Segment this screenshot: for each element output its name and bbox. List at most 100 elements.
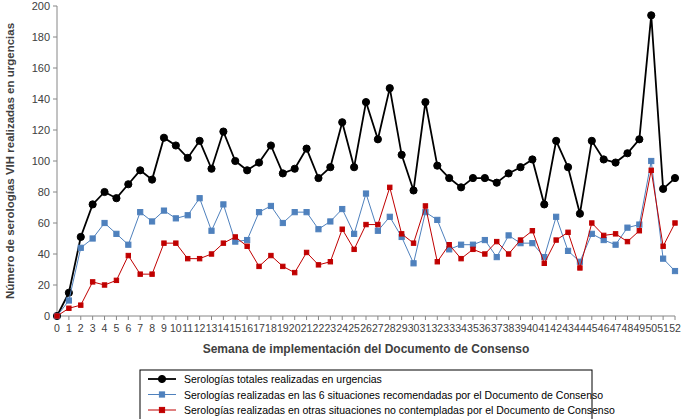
chart: 0204060801001201401601802000123456789101… xyxy=(0,0,686,419)
y-tick-label: 20 xyxy=(38,279,50,291)
point xyxy=(673,221,677,225)
point xyxy=(232,157,239,164)
y-tick xyxy=(53,130,57,131)
point xyxy=(447,243,451,247)
point xyxy=(471,247,475,251)
point xyxy=(470,242,475,247)
point xyxy=(315,174,322,181)
point xyxy=(352,247,356,251)
x-tick-label: 28 xyxy=(384,322,396,334)
x-tick-label: 38 xyxy=(503,322,515,334)
legend-label: Serologías totales realizadas en urgenci… xyxy=(184,373,382,385)
point xyxy=(339,119,346,126)
point xyxy=(459,256,463,260)
point xyxy=(292,210,297,215)
point xyxy=(328,219,333,224)
x-tick-label: 7 xyxy=(137,322,143,334)
y-tick-label: 40 xyxy=(38,248,50,260)
point xyxy=(648,12,655,19)
point xyxy=(564,164,571,171)
x-tick xyxy=(413,316,414,320)
x-tick-label: 45 xyxy=(586,322,598,334)
point xyxy=(469,174,476,181)
point xyxy=(493,179,500,186)
point xyxy=(554,238,558,242)
x-tick-label: 0 xyxy=(54,322,60,334)
point xyxy=(600,156,607,163)
point xyxy=(530,241,535,246)
point xyxy=(255,159,262,166)
x-tick xyxy=(425,316,426,320)
x-tick xyxy=(259,316,260,320)
point xyxy=(506,233,511,238)
x-tick-label: 3 xyxy=(90,322,96,334)
point xyxy=(209,228,214,233)
point xyxy=(410,187,417,194)
x-tick-label: 8 xyxy=(149,322,155,334)
point xyxy=(174,241,178,245)
x-tick-label: 36 xyxy=(479,322,491,334)
x-tick xyxy=(508,316,509,320)
point xyxy=(340,206,345,211)
x-tick xyxy=(437,316,438,320)
y-tick-label: 80 xyxy=(38,186,50,198)
point xyxy=(388,185,392,189)
x-tick-label: 30 xyxy=(408,322,420,334)
x-tick xyxy=(591,316,592,320)
point xyxy=(517,164,524,171)
point xyxy=(576,210,583,217)
x-tick xyxy=(187,316,188,320)
y-tick xyxy=(53,6,57,7)
x-tick xyxy=(318,316,319,320)
point xyxy=(411,261,416,266)
x-tick xyxy=(342,316,343,320)
point xyxy=(328,260,332,264)
point xyxy=(542,261,546,265)
point xyxy=(565,248,570,253)
series-line xyxy=(57,170,675,316)
x-tick xyxy=(223,316,224,320)
y-tick xyxy=(53,68,57,69)
legend-marker xyxy=(158,375,165,382)
point xyxy=(303,145,310,152)
point xyxy=(245,237,250,242)
point xyxy=(162,241,166,245)
point xyxy=(601,237,606,242)
x-tick xyxy=(282,316,283,320)
point xyxy=(588,137,595,144)
x-tick xyxy=(449,316,450,320)
x-tick xyxy=(484,316,485,320)
x-tick xyxy=(366,316,367,320)
point xyxy=(102,283,106,287)
point xyxy=(245,244,249,248)
x-tick-label: 20 xyxy=(289,322,301,334)
point xyxy=(66,298,71,303)
x-tick xyxy=(675,316,676,320)
x-tick xyxy=(579,316,580,320)
x-tick-label: 44 xyxy=(574,322,586,334)
x-tick-label: 27 xyxy=(372,322,384,334)
x-tick xyxy=(80,316,81,320)
point xyxy=(374,136,381,143)
x-tick-label: 39 xyxy=(515,322,527,334)
point xyxy=(269,253,273,257)
point xyxy=(636,136,643,143)
x-tick-label: 4 xyxy=(102,322,108,334)
series-line xyxy=(57,161,675,316)
x-tick-label: 13 xyxy=(206,322,218,334)
x-tick-label: 23 xyxy=(325,322,337,334)
x-tick xyxy=(532,316,533,320)
point xyxy=(244,167,251,174)
x-tick xyxy=(663,316,664,320)
x-tick xyxy=(496,316,497,320)
point xyxy=(351,164,358,171)
point xyxy=(649,168,653,172)
point xyxy=(660,185,667,192)
x-tick-label: 41 xyxy=(538,322,550,334)
x-tick-label: 40 xyxy=(527,322,539,334)
point xyxy=(79,303,83,307)
point xyxy=(364,222,368,226)
x-tick-label: 37 xyxy=(491,322,503,334)
x-tick xyxy=(152,316,153,320)
point xyxy=(173,216,178,221)
